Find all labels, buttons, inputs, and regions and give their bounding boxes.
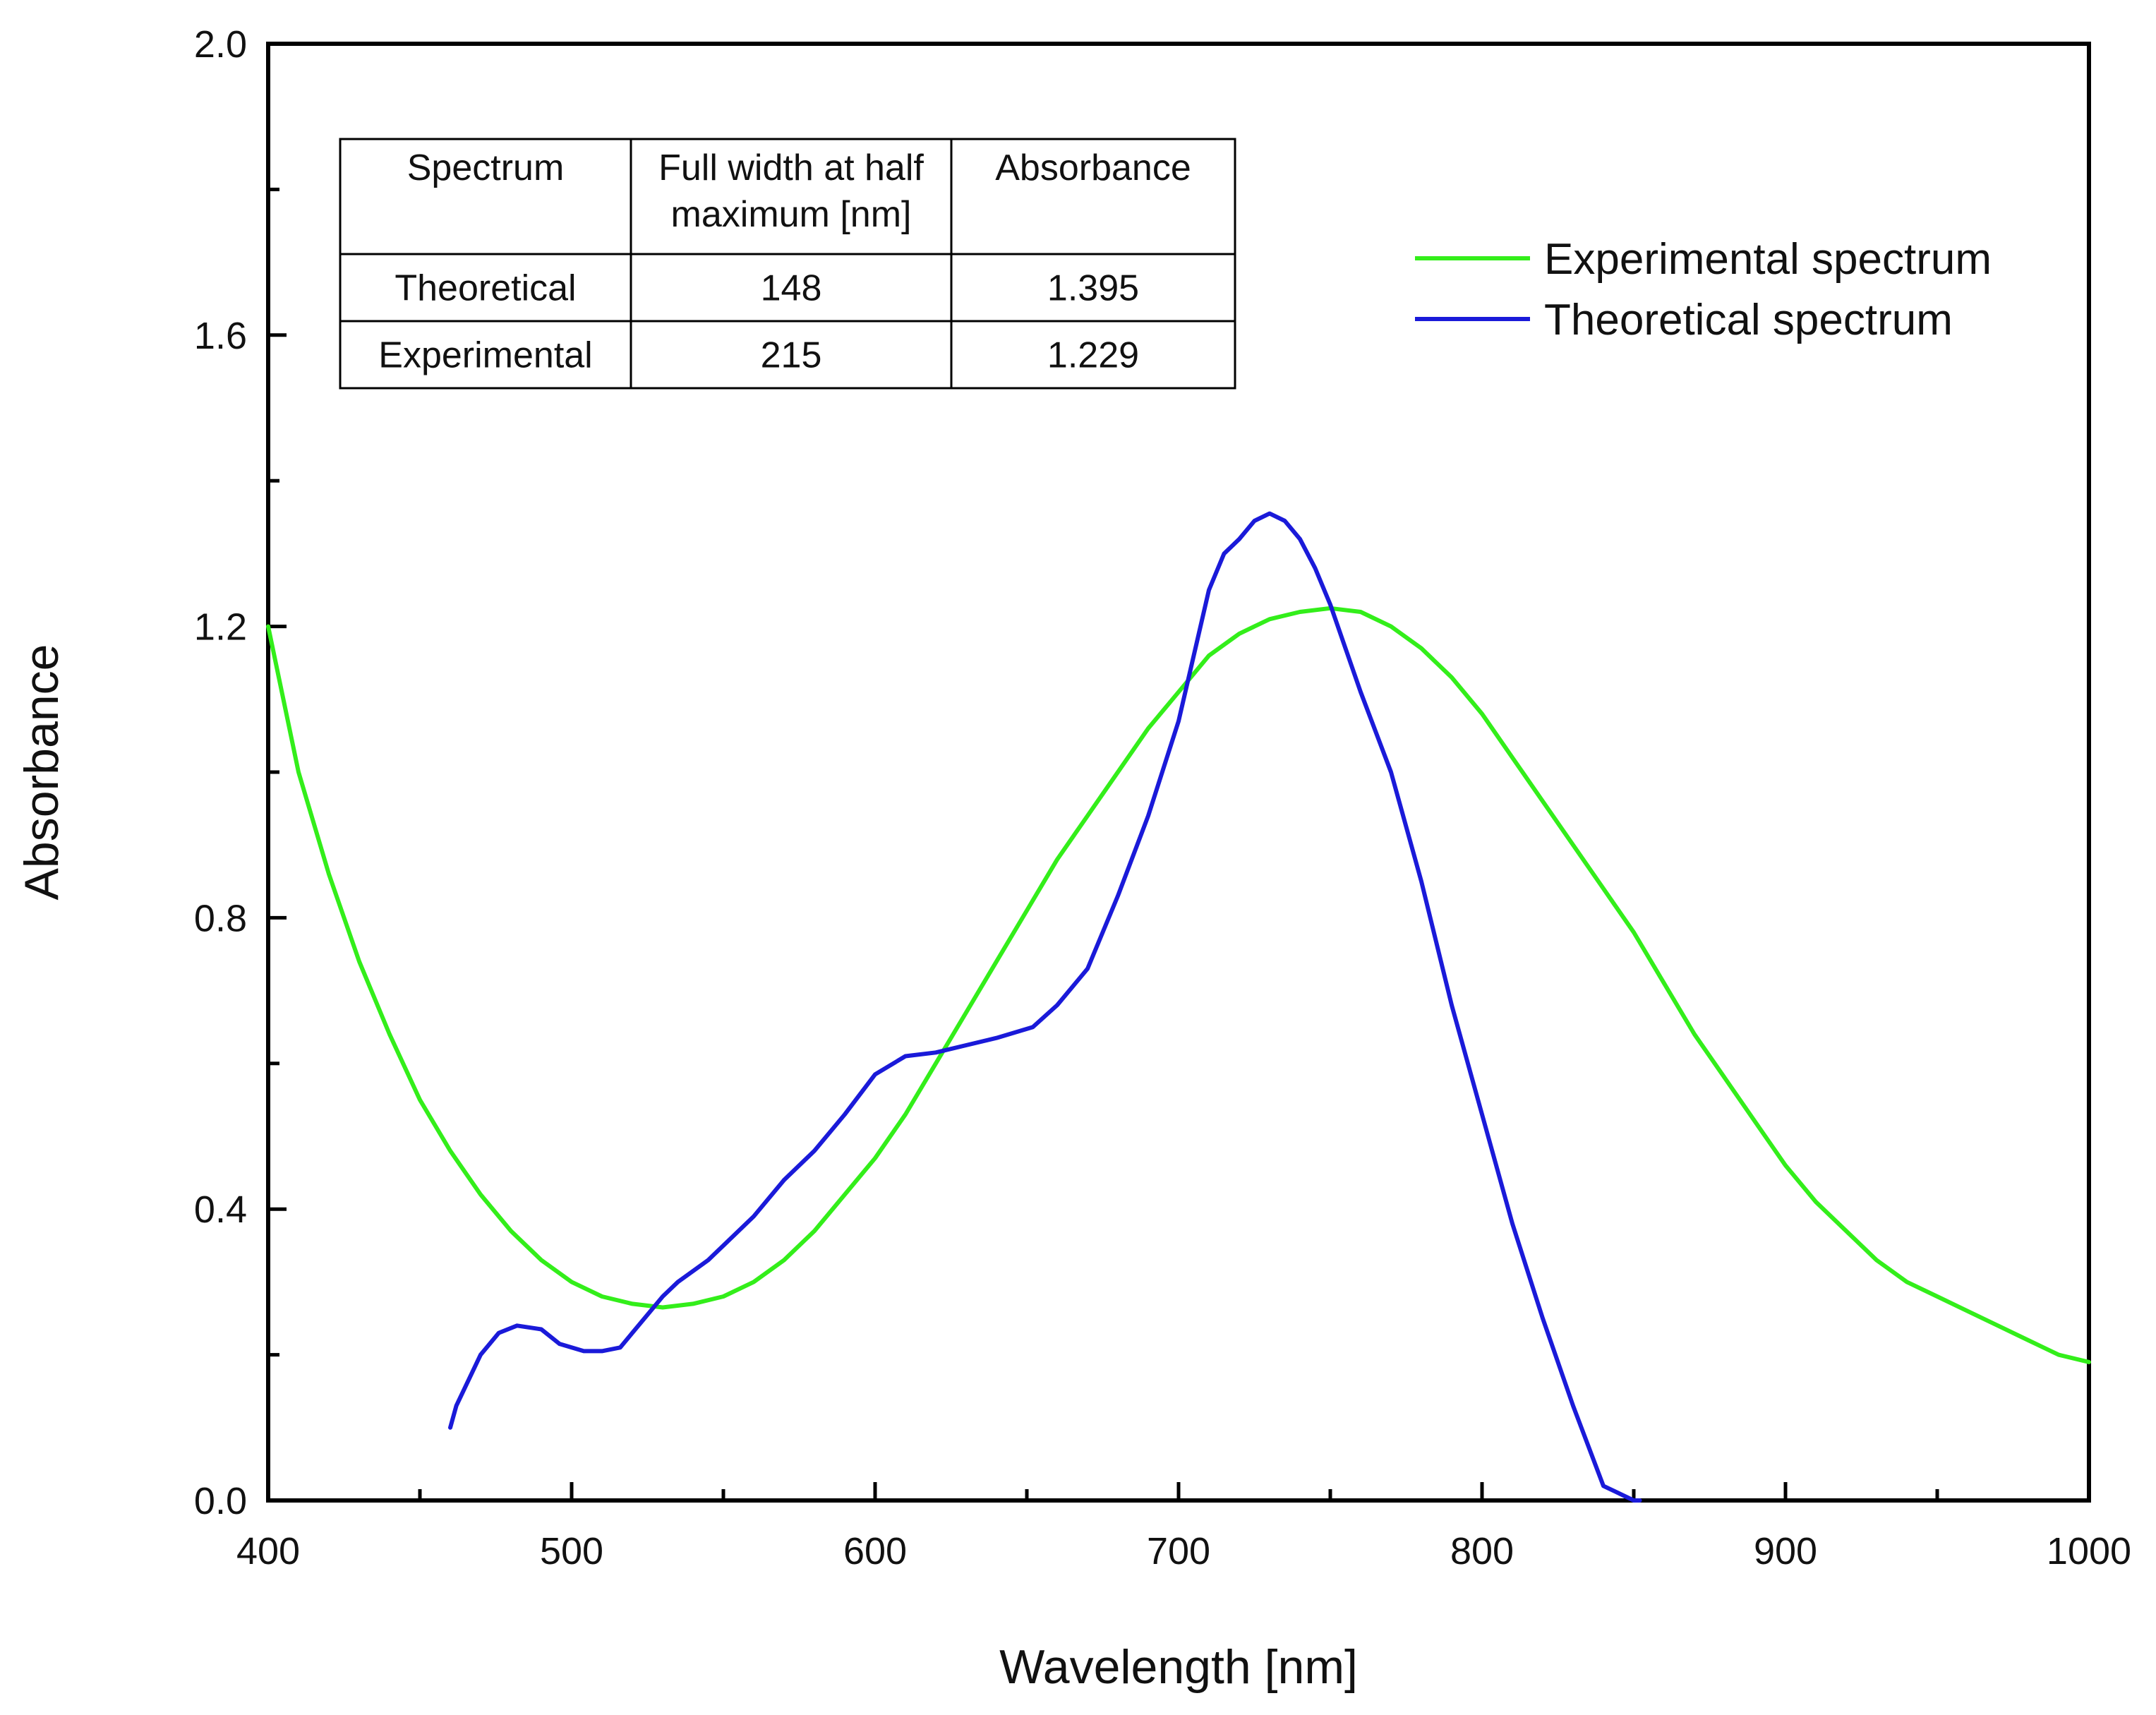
legend-label-theoretical: Theoretical spectrum	[1544, 296, 1953, 344]
series-lines	[266, 511, 2091, 1503]
table-cell: 215	[761, 335, 822, 376]
table-header-cell: Absorbance	[995, 148, 1191, 188]
x-tick-label: 800	[1450, 1530, 1514, 1572]
table-border	[339, 138, 1236, 390]
legend-label-experimental: Experimental spectrum	[1544, 235, 1992, 284]
table-cell: 1.395	[1047, 268, 1139, 309]
y-tick-label: 1.6	[194, 315, 247, 357]
y-tick-label: 0.4	[194, 1189, 247, 1231]
summary-table: Spectrum Full width at half maximum [nm] Ab…	[339, 138, 1236, 390]
table-header-cell: maximum [nm]	[671, 194, 912, 235]
y-tick-label: 0.8	[194, 897, 247, 939]
x-tick-label: 400	[236, 1530, 300, 1572]
table-cell: Experimental	[378, 335, 592, 376]
y-axis-title: Absorbance	[15, 644, 68, 901]
y-tick-label: 0.0	[194, 1480, 247, 1522]
x-tick-label: 900	[1754, 1530, 1817, 1572]
legend: Experimental spectrum Theoretical spectru…	[1415, 235, 1992, 344]
y-axis: 0.0 0.4 0.8 1.2 1.6 2.0	[194, 23, 287, 1522]
x-axis: 400 500 600 700 800 900 1000	[236, 1482, 2131, 1572]
x-tick-label: 600	[843, 1530, 907, 1572]
table-cell: 148	[761, 268, 822, 309]
y-tick-label: 2.0	[194, 23, 247, 66]
x-tick-label: 1000	[2047, 1530, 2131, 1572]
theoretical-spectrum-line	[448, 511, 1642, 1503]
table-header-cell: Spectrum	[407, 148, 565, 188]
experimental-spectrum-line	[266, 606, 2091, 1364]
y-tick-label: 1.2	[194, 606, 247, 649]
x-axis-title: Wavelength [nm]	[999, 1640, 1358, 1694]
x-tick-label: 500	[540, 1530, 603, 1572]
table-cell: Theoretical	[395, 268, 576, 309]
x-tick-label: 700	[1147, 1530, 1210, 1572]
table-header-cell: Full width at half	[658, 148, 924, 188]
table-cell: 1.229	[1047, 335, 1139, 376]
